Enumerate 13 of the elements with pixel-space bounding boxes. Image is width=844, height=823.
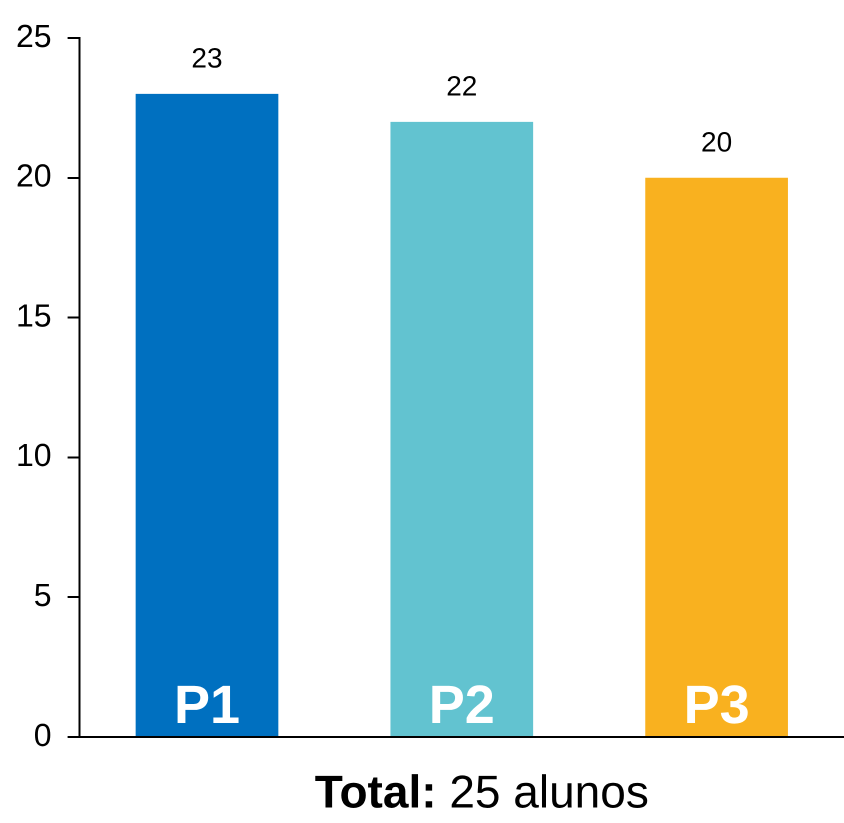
data-label: 22 xyxy=(446,70,478,102)
x-tick-label: P2 xyxy=(428,674,495,735)
x-tick-label: P3 xyxy=(684,674,750,735)
y-tick-label: 15 xyxy=(16,297,52,334)
data-label: 20 xyxy=(701,126,732,158)
x-tick-label: P1 xyxy=(174,674,240,735)
y-tick-label: 20 xyxy=(16,158,52,194)
y-tick-label: 5 xyxy=(34,577,52,614)
data-label: 23 xyxy=(191,42,223,74)
y-tick-label: 10 xyxy=(16,437,52,474)
y-tick-label: 0 xyxy=(34,716,52,753)
y-tick-label: 25 xyxy=(16,18,52,54)
x-axis-title: Total: 25 alunos xyxy=(314,766,649,818)
